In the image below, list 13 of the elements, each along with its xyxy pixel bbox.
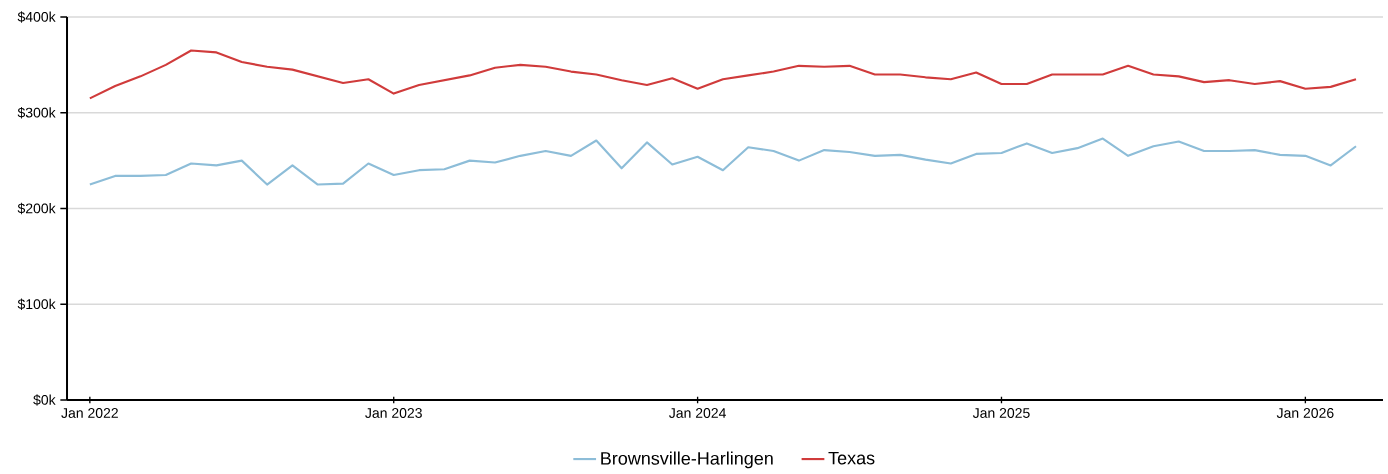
x-tick-label: Jan 2022 xyxy=(61,408,118,418)
y-tick-label: $0k xyxy=(33,394,56,406)
x-tick-label: Jan 2026 xyxy=(1276,408,1334,418)
y-tick-label: $100k xyxy=(17,298,56,310)
y-tick-label: $300k xyxy=(17,107,56,119)
y-tick-label: $400k xyxy=(17,11,56,23)
legend-label: Texas xyxy=(828,451,875,465)
x-tick-label: Jan 2025 xyxy=(972,408,1030,418)
x-tick-label: Jan 2023 xyxy=(365,408,422,418)
legend-label: Brownsville-Harlingen xyxy=(601,451,773,469)
x-tick-label: Jan 2024 xyxy=(669,408,726,418)
line-series xyxy=(88,137,1358,186)
y-tick-label: $200k xyxy=(17,202,56,215)
